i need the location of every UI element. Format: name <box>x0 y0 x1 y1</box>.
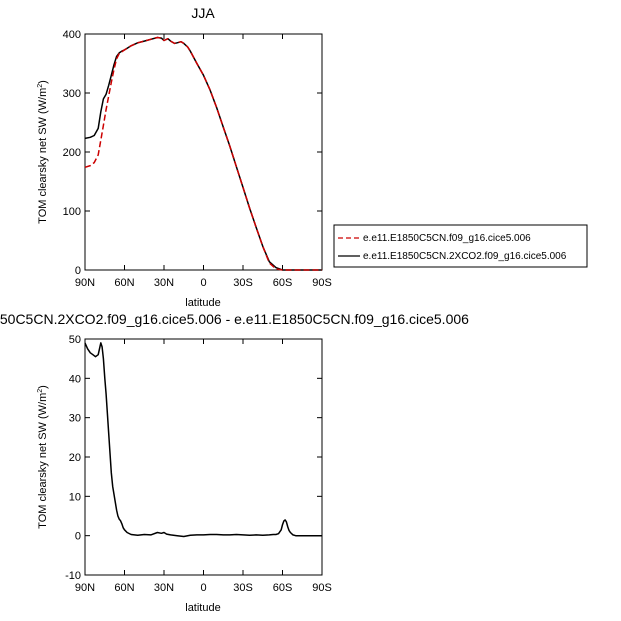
bottom-y-label-main: TOM clearsky net SW (W/m <box>37 393 49 529</box>
top-series-lines <box>84 36 322 271</box>
bottom-xtick-label: 30S <box>233 582 253 594</box>
bottom-panel: e.e11.E1850C5CN.2XCO2.f09_g16.cice5.006 … <box>0 311 469 614</box>
top-series-line <box>84 36 322 271</box>
top-y-axis-label: TOM clearsky net SW (W/m2) <box>37 80 49 224</box>
legend-label-2xco2: e.e11.E1850C5CN.2XCO2.f09_g16.cice5.006 <box>363 251 567 262</box>
bottom-ytick-label: -10 <box>65 570 81 582</box>
bottom-ytick-label: 0 <box>75 531 81 543</box>
top-xtick-label: 90N <box>75 277 95 289</box>
top-xtick-label: 30S <box>233 277 253 289</box>
bottom-axes-frame <box>84 338 323 576</box>
bottom-series-lines <box>84 342 322 538</box>
legend-label-control: e.e11.E1850C5CN.f09_g16.cice5.006 <box>363 233 531 244</box>
bottom-ytick-label: 40 <box>69 373 81 385</box>
top-y-label-sup: 2 <box>37 84 44 88</box>
bottom-y-label-close: ) <box>37 385 49 389</box>
top-series-line <box>84 36 322 271</box>
bottom-ytick-label: 50 <box>69 334 81 346</box>
top-ytick-label: 200 <box>63 147 81 159</box>
top-xtick-label: 60S <box>273 277 293 289</box>
bottom-y-axis: -10 0 10 20 30 40 50 <box>65 334 322 582</box>
top-ytick-label: 0 <box>75 265 81 277</box>
bottom-series-line <box>84 342 322 538</box>
top-plot-area: 0 100 200 300 400 90N 60N 30N 0 30S 60S 90S <box>63 29 332 289</box>
top-y-label-main: TOM clearsky net SW (W/m <box>37 88 49 224</box>
top-ytick-label: 100 <box>63 206 81 218</box>
top-x-axis: 90N 60N 30N 0 30S 60S 90S <box>75 34 332 289</box>
top-xtick-label: 90S <box>312 277 332 289</box>
bottom-ytick-label: 30 <box>69 413 81 425</box>
bottom-xtick-label: 30N <box>154 582 174 594</box>
top-ytick-label: 400 <box>63 29 81 41</box>
bottom-xtick-label: 60N <box>114 582 134 594</box>
bottom-xtick-label: 90N <box>75 582 95 594</box>
top-xtick-label: 30N <box>154 277 174 289</box>
top-y-label-close: ) <box>37 80 49 84</box>
bottom-ytick-label: 20 <box>69 452 81 464</box>
top-y-axis: 0 100 200 300 400 <box>63 29 322 277</box>
top-x-axis-label: latitude <box>185 297 220 309</box>
top-axes-frame <box>84 33 323 271</box>
bottom-x-axis-label: latitude <box>185 602 220 614</box>
bottom-xtick-label: 60S <box>273 582 293 594</box>
bottom-xtick-label: 90S <box>312 582 332 594</box>
bottom-y-axis-label: TOM clearsky net SW (W/m2) <box>37 385 49 529</box>
bottom-chart-title: e.e11.E1850C5CN.2XCO2.f09_g16.cice5.006 … <box>0 311 469 327</box>
top-panel: JJA 0 100 200 300 400 90N 60N 30N 0 30S 60S 90S la… <box>37 5 588 309</box>
bottom-y-label-sup: 2 <box>37 389 44 393</box>
bottom-ytick-label: 10 <box>69 491 81 503</box>
top-ytick-label: 300 <box>63 88 81 100</box>
legend: e.e11.E1850C5CN.f09_g16.cice5.006 e.e11.… <box>333 224 588 268</box>
bottom-plot-area: -10 0 10 20 30 40 50 90N 60N 30N 0 30S 60S 90S <box>65 334 332 594</box>
bottom-xtick-label: 0 <box>200 582 206 594</box>
bottom-x-axis: 90N 60N 30N 0 30S 60S 90S <box>75 339 332 594</box>
top-chart-title: JJA <box>191 5 215 21</box>
top-xtick-label: 60N <box>114 277 134 289</box>
legend-box <box>333 224 588 268</box>
top-xtick-label: 0 <box>200 277 206 289</box>
